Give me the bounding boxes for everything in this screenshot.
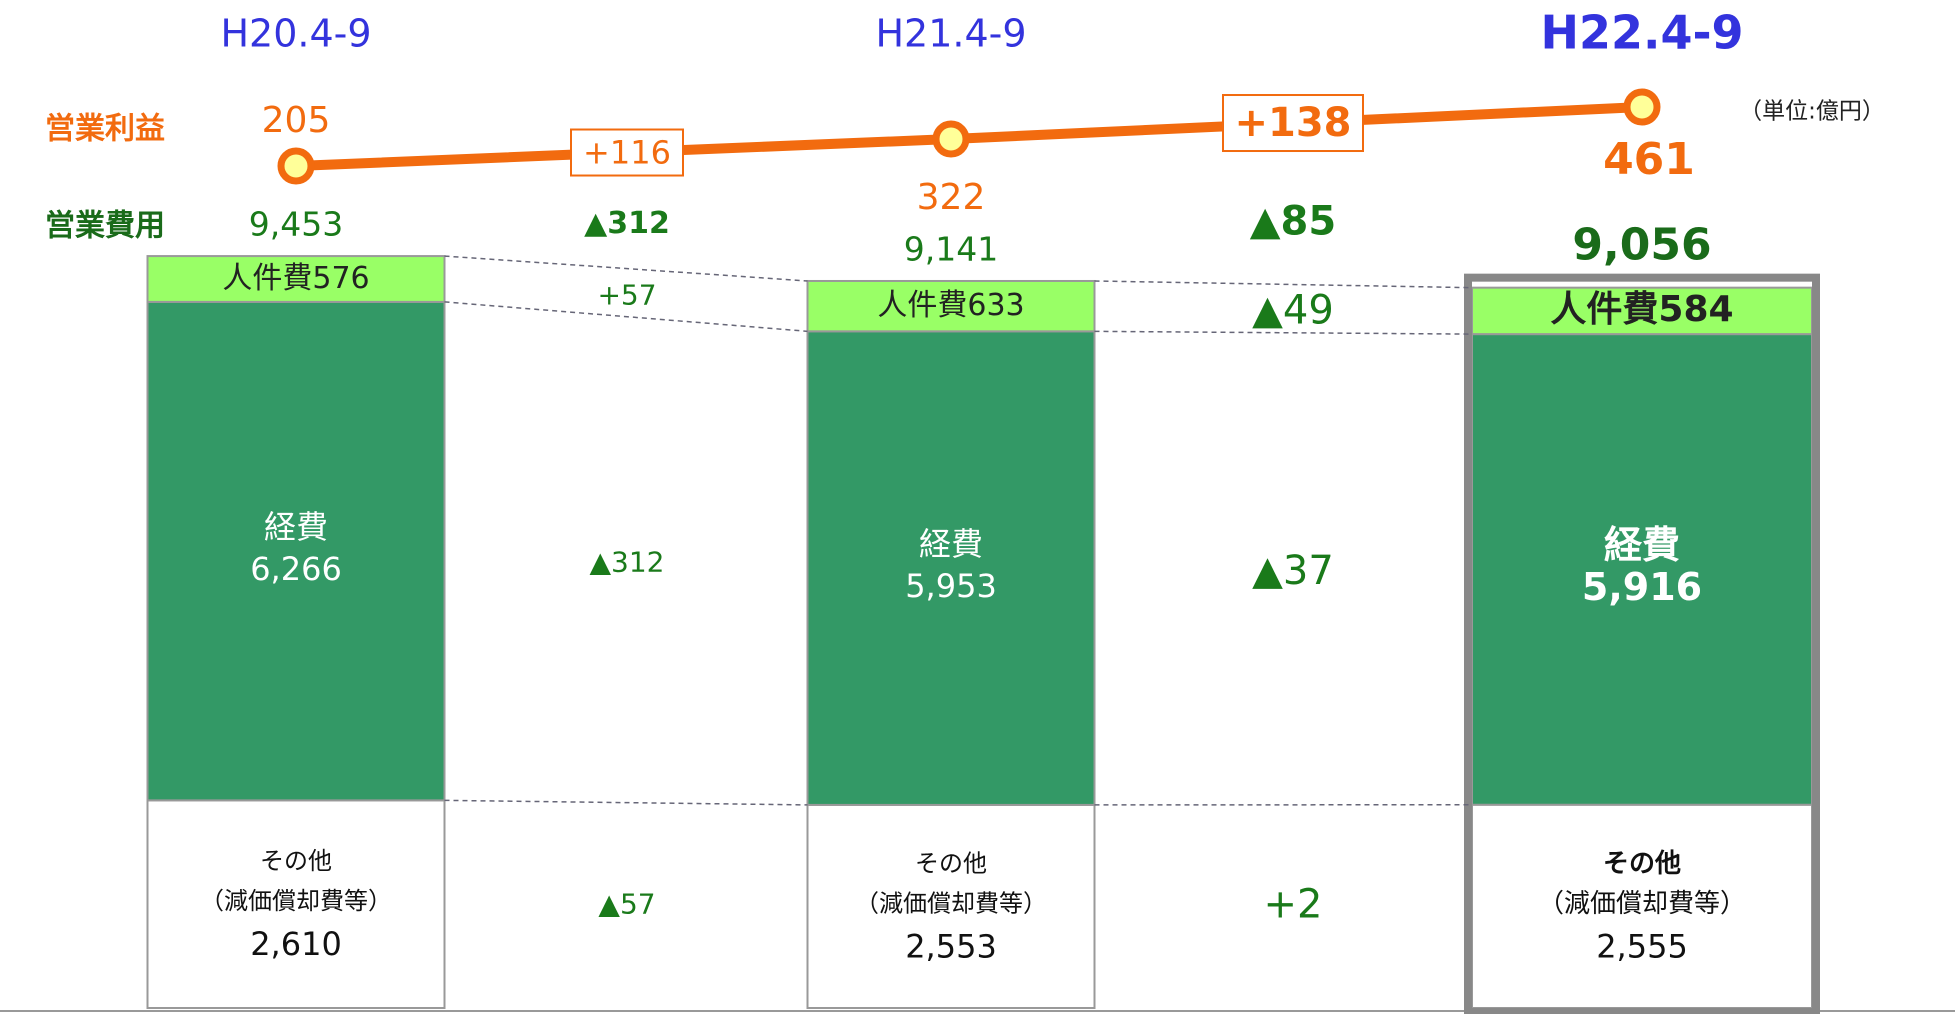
highlight-frame [1464, 273, 1820, 1014]
segment-name: 人件費 [222, 260, 312, 295]
segment-name: 経費 [1604, 523, 1680, 567]
segment-name: 人件費 [1550, 289, 1658, 330]
expense-row-label: 営業費用 [45, 209, 165, 244]
bar-segment [806, 803, 1096, 1009]
segment-name: その他 [260, 847, 332, 875]
segment-note: （減価償却費等） [1538, 889, 1746, 919]
segment-note: （減価償却費等） [200, 887, 392, 915]
connector [444, 301, 808, 333]
total-change: ▲312 [584, 206, 670, 241]
profit-point [1623, 88, 1661, 126]
profit-change: +138 [1234, 100, 1351, 146]
profit-change-box [570, 128, 684, 177]
period-label: H21.4-9 [875, 12, 1026, 56]
bar-segment [806, 330, 1096, 806]
bar-segment [146, 799, 446, 1009]
segment-change: +57 [597, 279, 656, 312]
profit-label: 322 [917, 177, 986, 218]
unit-label: （単位:億円） [1739, 99, 1885, 125]
segment-name: 人件費 [877, 288, 967, 323]
segment-value: 2,610 [250, 925, 342, 963]
segment-value: 5,953 [905, 567, 997, 605]
profit-label: 205 [262, 100, 331, 141]
total-label: 9,453 [249, 205, 343, 244]
segment-value: 6,266 [250, 550, 342, 588]
segment-change: ▲312 [590, 546, 665, 579]
total-change: ▲85 [1250, 199, 1336, 245]
segment-label: 人件費576 [222, 260, 369, 295]
profit-label: 461 [1603, 134, 1695, 185]
profit-change: +116 [583, 134, 671, 172]
profit-change-box [1222, 94, 1364, 153]
bar-segment [146, 300, 446, 802]
profit-point [932, 120, 970, 158]
segment-change: ▲57 [598, 887, 655, 920]
bar-segment [146, 255, 446, 303]
segment-label: 人件費633 [877, 288, 1024, 323]
segment-value: 5,916 [1582, 565, 1702, 609]
segment-change: ▲37 [1252, 548, 1334, 594]
bar-segment [806, 279, 1096, 333]
segment-value: 633 [967, 288, 1024, 323]
segment-value: 576 [312, 260, 369, 295]
connector [444, 799, 808, 806]
segment-value: 584 [1658, 289, 1733, 330]
segment-value: 2,553 [905, 927, 997, 965]
segment-note: （減価償却費等） [855, 889, 1047, 917]
segment-name: 経費 [919, 525, 983, 563]
period-label: H22.4-9 [1540, 6, 1743, 60]
profit-row-label: 営業利益 [45, 112, 165, 147]
segment-name: その他 [915, 849, 987, 877]
segment-value: 2,555 [1596, 927, 1688, 965]
connector [444, 255, 808, 282]
segment-label: 人件費584 [1550, 289, 1733, 330]
total-label: 9,141 [904, 229, 998, 268]
period-label: H20.4-9 [220, 12, 371, 56]
segment-change: +2 [1264, 881, 1323, 927]
profit-point [277, 147, 315, 185]
segment-change: ▲49 [1252, 288, 1334, 334]
segment-name: 経費 [264, 508, 328, 546]
segment-name: その他 [1603, 849, 1681, 879]
total-label: 9,056 [1572, 220, 1711, 271]
bar-segment [1471, 333, 1813, 806]
